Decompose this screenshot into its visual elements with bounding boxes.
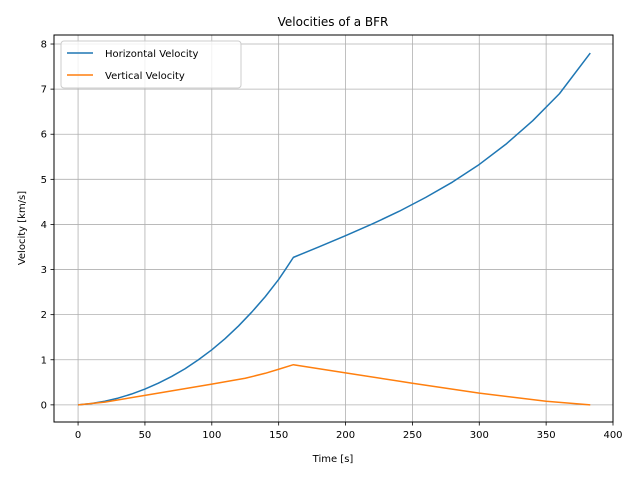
y-tick-label: 4 — [41, 220, 47, 231]
y-tick-label: 8 — [41, 40, 47, 51]
x-tick-label: 200 — [336, 430, 355, 441]
plot-frame — [53, 34, 614, 423]
x-tick-label: 150 — [269, 430, 288, 441]
x-tick-label: 100 — [202, 430, 221, 441]
x-tick-label: 250 — [403, 430, 422, 441]
legend-label-vertical-velocity: Vertical Velocity — [105, 71, 185, 82]
x-tick-label: 400 — [603, 430, 622, 441]
x-axis-ticks: 0 50 100 150 200 250 300 350 400 — [75, 422, 623, 441]
y-tick-label: 2 — [41, 310, 47, 321]
series-line-vertical-velocity — [77, 363, 591, 406]
x-tick-label: 50 — [139, 430, 152, 441]
y-tick-label: 6 — [41, 130, 47, 141]
x-tick-label: 350 — [537, 430, 556, 441]
x-tick-label: 300 — [470, 430, 489, 441]
chart-title: Velocities of a BFR — [278, 15, 389, 29]
y-tick-label: 1 — [41, 355, 47, 366]
legend-box — [60, 40, 242, 89]
y-tick-label: 3 — [41, 265, 47, 276]
y-tick-label: 7 — [41, 85, 47, 96]
y-tick-label: 0 — [41, 400, 47, 411]
x-tick-label: 0 — [75, 430, 81, 441]
grid-lines — [54, 35, 614, 422]
legend: Horizontal Velocity Vertical Velocity — [60, 40, 242, 89]
x-axis-label: Time [s] — [312, 454, 354, 465]
series-line-horizontal-velocity — [77, 52, 591, 406]
series-lines — [77, 52, 591, 406]
y-tick-label: 5 — [41, 175, 47, 186]
y-axis-label: Velocity [km/s] — [17, 191, 28, 265]
legend-label-horizontal-velocity: Horizontal Velocity — [105, 49, 199, 60]
y-axis-ticks: 0 1 2 3 4 5 6 7 8 — [41, 40, 54, 411]
